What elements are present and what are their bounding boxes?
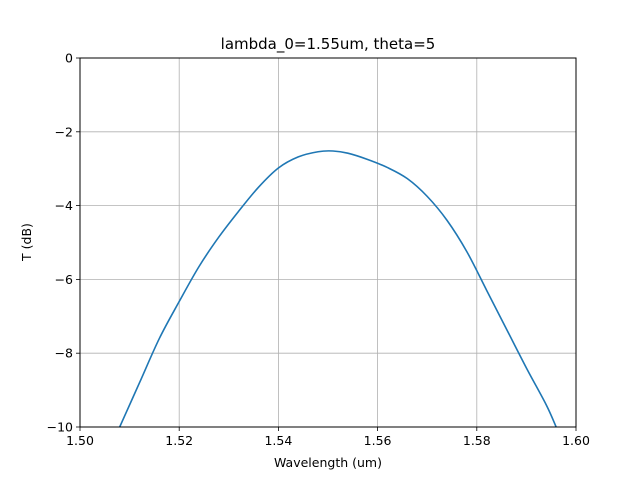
chart-title: lambda_0=1.55um, theta=5 (221, 35, 436, 54)
y-tick-label: −6 (55, 272, 73, 287)
x-tick-label: 1.58 (463, 433, 491, 448)
y-tick-label: −2 (55, 124, 73, 139)
y-tick-label: 0 (65, 51, 73, 66)
x-tick-label: 1.56 (364, 433, 392, 448)
y-axis-title: T (dB) (19, 223, 34, 262)
y-tick-label: −4 (55, 198, 73, 213)
x-tick-label: 1.52 (165, 433, 193, 448)
x-tick-label: 1.54 (264, 433, 292, 448)
x-tick-label: 1.60 (562, 433, 590, 448)
plot-area (118, 150, 557, 428)
y-tick-label: −10 (47, 420, 73, 435)
axes-frame (79, 57, 577, 428)
ticks: 1.50 1.52 1.54 1.56 1.58 1.60 0 −2 −4 −6 −8 −10 (47, 51, 590, 449)
x-tick-label: 1.50 (66, 433, 94, 448)
y-tick-label: −8 (55, 346, 73, 361)
x-axis-title: Wavelength (um) (274, 455, 382, 470)
transmission-line (118, 150, 557, 428)
